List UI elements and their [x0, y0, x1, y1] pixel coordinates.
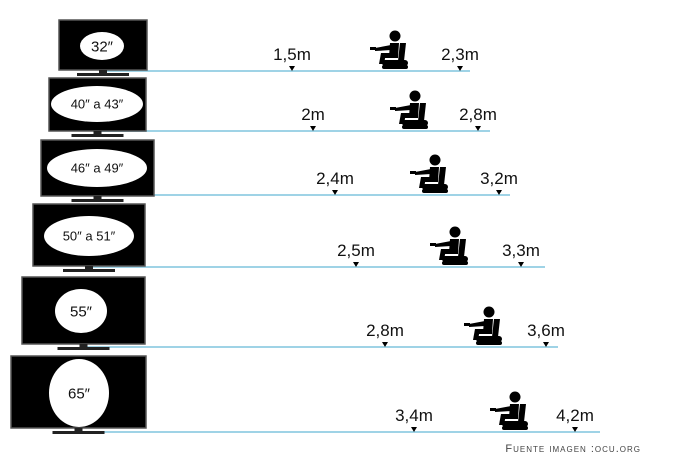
max-distance-label: 3,6m	[527, 321, 565, 340]
tv-size-label: 55″	[70, 303, 93, 320]
tv-size-label: 32″	[91, 38, 114, 55]
max-distance-marker	[475, 126, 481, 131]
viewer-icon	[370, 30, 408, 69]
tv-stand	[63, 269, 115, 272]
min-distance-marker	[411, 427, 417, 432]
viewer-icon	[490, 391, 528, 430]
tv-stand	[57, 347, 110, 350]
viewer-icon	[430, 226, 468, 265]
tv-row: 40″ a 43″ 2m 2,8m	[48, 77, 497, 137]
tv-row: 46″ a 49″ 2,4m 3,2m	[40, 139, 518, 202]
min-distance-label: 2m	[301, 105, 325, 124]
min-distance-label: 3,4m	[395, 406, 433, 425]
max-distance-marker	[518, 262, 524, 267]
min-distance-label: 2,4m	[316, 169, 354, 188]
tv-stand	[52, 431, 105, 434]
viewer-icon	[464, 306, 502, 345]
tv-size-label: 46″ a 49″	[71, 161, 124, 176]
max-distance-label: 4,2m	[556, 406, 594, 425]
max-distance-label: 3,3m	[502, 241, 540, 260]
min-distance-label: 2,5m	[337, 241, 375, 260]
tv-stand	[71, 199, 124, 202]
max-distance-marker	[543, 342, 549, 347]
viewer-icon	[410, 154, 448, 193]
max-distance-label: 2,8m	[459, 105, 497, 124]
tv-row: 65″ 3,4m 4,2m	[10, 355, 600, 434]
tv-stand	[77, 73, 129, 76]
tv-row: 50″ a 51″ 2,5m 3,3m	[32, 203, 545, 272]
tv-row: 32″ 1,5m 2,3m	[58, 19, 479, 76]
tv-size-label: 65″	[68, 385, 91, 402]
viewer-icon	[390, 90, 428, 129]
tv-row: 55″ 2,8m 3,6m	[21, 276, 565, 350]
min-distance-marker	[310, 126, 316, 131]
tv-stand	[71, 134, 124, 137]
min-distance-label: 2,8m	[366, 321, 404, 340]
max-distance-label: 2,3m	[441, 45, 479, 64]
tv-size-label: 50″ a 51″	[63, 229, 116, 244]
source-credit: Fuente imagen :ocu.org	[505, 443, 641, 455]
max-distance-marker	[572, 427, 578, 432]
max-distance-marker	[457, 66, 463, 71]
min-distance-label: 1,5m	[273, 45, 311, 64]
min-distance-marker	[353, 262, 359, 267]
min-distance-marker	[289, 66, 295, 71]
min-distance-marker	[332, 190, 338, 195]
max-distance-label: 3,2m	[480, 169, 518, 188]
min-distance-marker	[382, 342, 388, 347]
tv-size-label: 40″ a 43″	[71, 97, 124, 112]
max-distance-marker	[496, 190, 502, 195]
